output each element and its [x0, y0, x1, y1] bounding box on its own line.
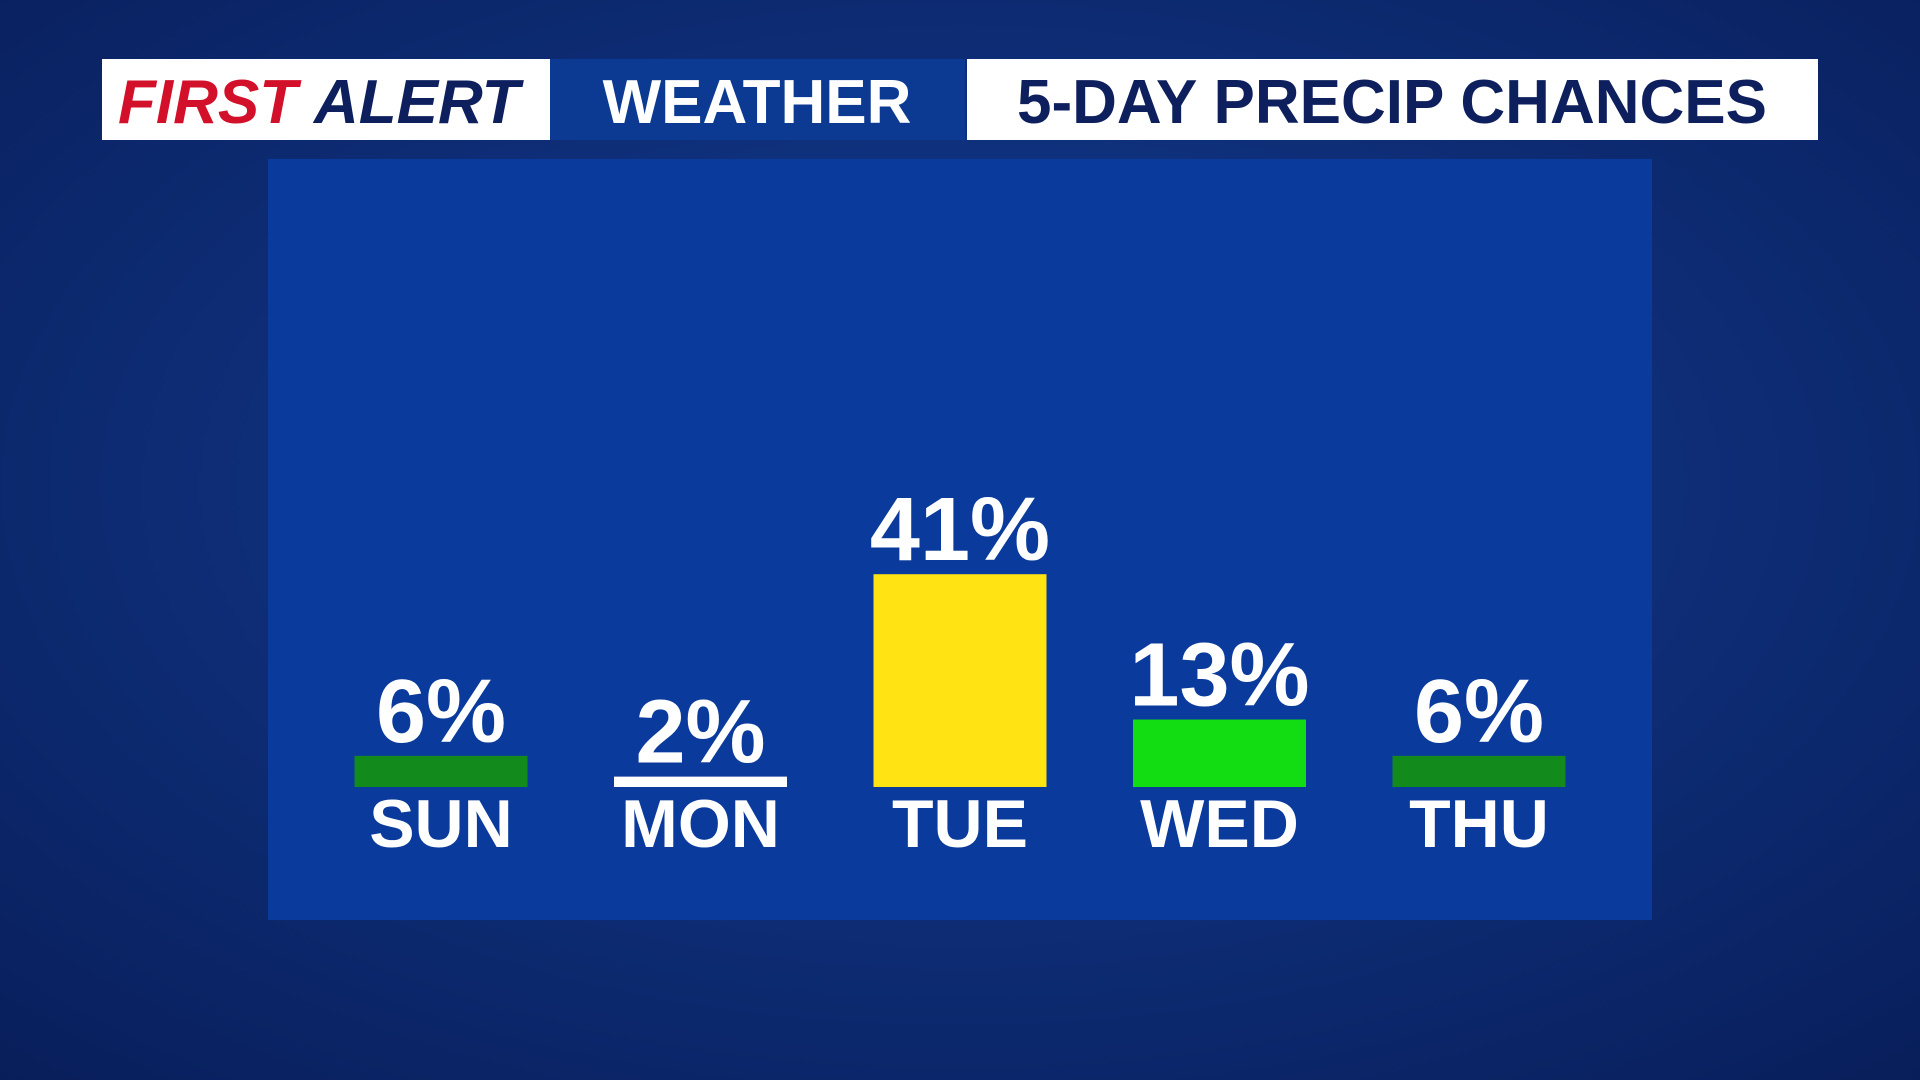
value-label: 41%	[870, 480, 1050, 580]
bar	[614, 776, 787, 787]
header-first: FIRST	[118, 68, 302, 137]
header-weather-box	[550, 59, 965, 140]
bar	[873, 574, 1047, 787]
bar	[1392, 755, 1566, 787]
header-weather: WEATHER	[603, 68, 912, 137]
value-label: 2%	[635, 683, 765, 783]
bar	[1133, 719, 1306, 787]
header-brand-box	[102, 59, 550, 140]
header-alert: ALERT	[312, 68, 525, 137]
value-label: 6%	[1414, 662, 1544, 762]
bar	[354, 755, 528, 787]
value-label: 6%	[376, 662, 506, 762]
chart-title: 5-DAY PRECIP CHANCES	[1017, 68, 1767, 137]
chart-panel	[268, 159, 1652, 920]
x-tick-label: TUE	[892, 786, 1028, 862]
x-tick-label: MON	[621, 786, 780, 862]
x-tick-label: SUN	[369, 786, 513, 862]
x-tick-label: THU	[1409, 786, 1549, 862]
x-tick-label: WED	[1140, 786, 1299, 862]
header-subtitle-box	[967, 59, 1818, 140]
value-label: 13%	[1129, 626, 1309, 726]
